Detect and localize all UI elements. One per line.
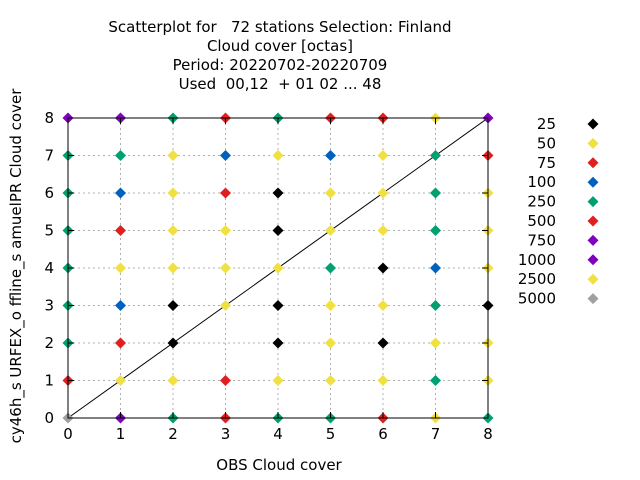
data-point-series-250 <box>430 300 441 311</box>
data-point-series-250 <box>325 262 336 274</box>
data-point-series-25 <box>272 225 284 236</box>
data-point-series-100 <box>115 300 126 311</box>
data-point-series-250 <box>430 150 441 161</box>
data-point-series-75 <box>220 375 231 386</box>
data-point-series-50 <box>115 375 126 386</box>
y-tick-label: 7 <box>44 147 54 165</box>
x-tick-label: 2 <box>168 425 178 443</box>
data-point-series-75 <box>220 187 231 199</box>
x-tick-label: 8 <box>483 425 493 443</box>
x-axis-label: OBS Cloud cover <box>216 456 342 474</box>
y-tick-label: 8 <box>44 109 54 127</box>
data-point-series-25 <box>272 187 284 199</box>
data-point-series-50 <box>220 262 231 274</box>
x-tick-label: 1 <box>116 425 126 443</box>
data-point-series-100 <box>220 150 231 161</box>
x-tick-label: 6 <box>378 425 388 443</box>
data-point-series-50 <box>115 262 126 274</box>
legend-marker <box>587 215 599 227</box>
x-tick-label: 7 <box>431 425 441 443</box>
data-point-series-75 <box>115 337 126 349</box>
data-point-series-250 <box>430 187 441 199</box>
data-point-series-75 <box>115 225 126 236</box>
data-point-series-250 <box>430 225 441 236</box>
data-point-series-25 <box>167 337 179 349</box>
chart-title-line-2: Cloud cover [octas] <box>206 37 354 55</box>
data-point-series-50 <box>325 300 336 311</box>
legend-marker <box>587 293 599 305</box>
y-tick-label: 0 <box>44 409 54 427</box>
data-point-series-50 <box>377 300 389 311</box>
legend-marker <box>587 273 599 285</box>
data-point-series-50 <box>167 375 179 386</box>
chart-title-line-4: Used 00,12 + 01 02 ... 48 <box>178 75 382 93</box>
x-tick-label: 4 <box>273 425 283 443</box>
y-tick-label: 5 <box>44 222 54 240</box>
chart-title-line-3: Period: 20220702-20220709 <box>172 56 388 74</box>
data-point-series-50 <box>167 225 179 236</box>
legend-label: 5000 <box>518 290 556 308</box>
data-point-series-25 <box>272 300 284 311</box>
legend-label: 1000 <box>518 251 556 269</box>
legend-marker <box>587 137 599 149</box>
data-point-series-100 <box>430 262 441 274</box>
data-point-series-50 <box>377 187 389 199</box>
data-point-series-100 <box>325 150 336 161</box>
data-point-series-25 <box>377 337 389 349</box>
data-point-series-50 <box>167 187 179 199</box>
legend-label: 250 <box>527 193 556 211</box>
data-point-series-250 <box>430 375 441 386</box>
legend-marker <box>587 254 599 266</box>
data-point-series-50 <box>377 375 389 386</box>
y-tick-label: 2 <box>44 334 54 352</box>
data-point-series-25 <box>167 300 179 311</box>
y-tick-label: 1 <box>44 372 54 390</box>
legend-marker <box>587 196 599 208</box>
data-point-series-50 <box>272 375 284 386</box>
x-tick-label: 0 <box>63 425 73 443</box>
legend-marker <box>587 118 599 130</box>
legend-label: 50 <box>537 134 556 152</box>
data-point-series-50 <box>377 150 389 161</box>
x-tick-label: 5 <box>326 425 336 443</box>
legend-marker <box>587 157 599 169</box>
legend-label: 75 <box>537 154 556 172</box>
legend-label: 100 <box>527 173 556 191</box>
data-point-series-50 <box>220 300 231 311</box>
legend-marker <box>587 176 599 188</box>
x-tick-label: 3 <box>221 425 231 443</box>
x-axis-ticks: 0 1 2 3 4 5 6 7 8 <box>63 118 493 443</box>
data-point-series-50 <box>272 262 284 274</box>
y-axis-label: cy46h_s URFEX_o ffline_s amuelPR Cloud c… <box>7 88 26 444</box>
data-point-series-50 <box>377 225 389 236</box>
y-tick-label: 6 <box>44 184 54 202</box>
data-point-series-50 <box>325 337 336 349</box>
data-point-series-50 <box>220 225 231 236</box>
data-point-series-100 <box>115 187 126 199</box>
data-point-series-50 <box>430 337 441 349</box>
data-point-series-50 <box>325 375 336 386</box>
data-point-series-250 <box>115 150 126 161</box>
data-point-series-25 <box>272 337 284 349</box>
y-tick-label: 3 <box>44 297 54 315</box>
y-tick-label: 4 <box>44 259 54 277</box>
data-point-series-50 <box>167 262 179 274</box>
data-point-series-50 <box>272 150 284 161</box>
chart-title-line-1: Scatterplot for 72 stations Selection: F… <box>108 18 452 36</box>
legend-marker <box>587 234 599 246</box>
data-point-series-50 <box>325 187 336 199</box>
data-point-series-50 <box>325 225 336 236</box>
legend-label: 500 <box>527 212 556 230</box>
legend-label: 750 <box>527 231 556 249</box>
y-axis-ticks: 0 1 2 3 4 5 6 7 8 <box>44 109 488 427</box>
legend-label: 2500 <box>518 270 556 288</box>
legend-label: 25 <box>537 115 556 133</box>
data-point-series-25 <box>377 262 389 274</box>
data-point-series-50 <box>167 150 179 161</box>
